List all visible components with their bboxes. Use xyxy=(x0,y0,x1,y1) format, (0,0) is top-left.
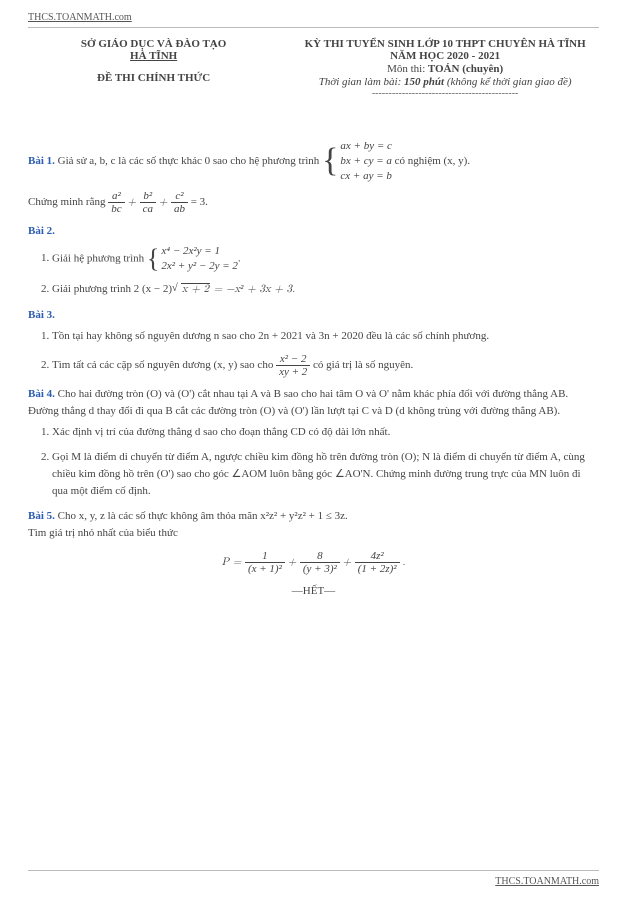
subject-label: Môn thi: xyxy=(387,63,425,75)
bai2-sys-l2: 2x² + y² − 2y = 2 xyxy=(161,259,238,274)
bai1-f3-den: ab xyxy=(171,203,188,215)
bai3-i2-a: Tìm tất cả các cặp số nguyên dương (x, y… xyxy=(52,359,276,371)
bai1-label: Bài 1. xyxy=(28,155,55,167)
bai5-text-a: Cho x, y, z là các số thực không âm thỏa… xyxy=(58,510,348,522)
content-body: Bài 1. Giả sử a, b, c là các số thực khá… xyxy=(28,139,599,600)
bai1-text-a: Giả sử a, b, c là các số thực khác 0 sao… xyxy=(58,155,322,167)
end-marker: —HẾT— xyxy=(28,583,599,600)
bai3-i2-b: có giá trị là số nguyên. xyxy=(313,359,413,371)
bai2-label: Bài 2. xyxy=(28,225,55,237)
bai2-list: Giải hệ phương trình { x⁴ − 2x²y = 1 2x²… xyxy=(52,244,599,299)
footer-rule xyxy=(28,870,599,871)
bai2-i1-b: . xyxy=(238,252,241,264)
bai1-f2-num: b² xyxy=(140,190,156,203)
site-header: THCS.TOANMATH.com xyxy=(28,12,599,23)
left-brace-icon: { xyxy=(322,139,340,184)
bai4-item-2: Gọi M là điểm di chuyển từ điểm A, ngược… xyxy=(52,449,599,500)
school-year: NĂM HỌC 2020 - 2021 xyxy=(291,50,599,62)
header-left: SỞ GIÁO DỤC VÀ ĐÀO TẠO HÀ TĨNH ĐỀ THI CH… xyxy=(28,38,279,99)
bai2-item-2: Giải phương trình 2 (x − 2) x + 2 = −x² … xyxy=(52,281,599,298)
bai2-i1-a: Giải hệ phương trình xyxy=(52,252,147,264)
bai-3: Bài 3. xyxy=(28,307,599,324)
bai5-f3-den: (1 + 2z)² xyxy=(355,563,400,575)
bai1-sys-l1: ax + by = c xyxy=(340,139,470,154)
bai2-item-1: Giải hệ phương trình { x⁴ − 2x²y = 1 2x²… xyxy=(52,244,599,274)
bai5-f3-num: 4z² xyxy=(355,550,400,563)
bai5-f1-num: 1 xyxy=(245,550,285,563)
bai1-concl-b: = 3. xyxy=(191,196,208,208)
duration-line: Thời gian làm bài: 150 phút (không kể th… xyxy=(291,76,599,88)
exam-title: KỲ THI TUYỂN SINH LỚP 10 THPT CHUYÊN HÀ … xyxy=(291,38,599,50)
bai4-item-1: Xác định vị trí của đường thẳng d sao ch… xyxy=(52,424,599,441)
left-brace-icon: { xyxy=(147,244,161,274)
province-line: HÀ TĨNH xyxy=(28,50,279,62)
bai-4: Bài 4. Cho hai đường tròn (O) và (O') cắ… xyxy=(28,386,599,420)
bai4-para: Cho hai đường tròn (O) và (O') cắt nhau … xyxy=(28,388,568,417)
bai5-label: Bài 5. xyxy=(28,510,55,522)
bai1-conclusion: Chứng minh rằng a²bc + b²ca + c²ab = 3. xyxy=(28,190,599,215)
bai2-i2-b: = −x² + 3x + 3. xyxy=(210,284,295,295)
bai3-f-num: x² − 2 xyxy=(276,353,310,366)
bai2-i2-a: Giải phương trình 2 (x − 2) xyxy=(52,283,175,295)
bai3-label: Bài 3. xyxy=(28,309,55,321)
bai5-equation: P = 1(x + 1)² + 8(y + 3)² + 4z²(1 + 2z)²… xyxy=(28,550,599,575)
bai1-system: { ax + by = c bx + cy = a có nghiệm (x, … xyxy=(322,139,470,184)
bai1-sys-l3: cx + ay = b xyxy=(340,169,470,184)
dash-line: ----------------------------------------… xyxy=(291,88,599,99)
bai1-f3-num: c² xyxy=(171,190,188,203)
bai3-f-den: xy + 2 xyxy=(276,366,310,378)
bai1-concl-a: Chứng minh rằng xyxy=(28,196,108,208)
header-right: KỲ THI TUYỂN SINH LỚP 10 THPT CHUYÊN HÀ … xyxy=(291,38,599,99)
bai2-sys-l1: x⁴ − 2x²y = 1 xyxy=(161,244,238,259)
duration-b: 150 phút xyxy=(404,76,444,88)
duration-a: Thời gian làm bài: xyxy=(319,76,404,88)
bai5-P: P = xyxy=(222,557,245,568)
bai3-item-2: Tìm tất cả các cặp số nguyên dương (x, y… xyxy=(52,353,599,378)
bai1-text-b: có nghiệm (x, y). xyxy=(392,155,470,167)
dept-line: SỞ GIÁO DỤC VÀ ĐÀO TẠO xyxy=(28,38,279,50)
subject-line: Môn thi: TOÁN (chuyên) xyxy=(291,63,599,75)
bai-5: Bài 5. Cho x, y, z là các số thực không … xyxy=(28,508,599,525)
bai5-f2-num: 8 xyxy=(300,550,340,563)
duration-c: (không kể thời gian giao đề) xyxy=(444,76,571,88)
bai3-list: Tồn tại hay không số nguyên dương n sao … xyxy=(52,328,599,378)
bai4-label: Bài 4. xyxy=(28,388,55,400)
bai5-f1-den: (x + 1)² xyxy=(245,563,285,575)
official-exam-line: ĐỀ THI CHÍNH THỨC xyxy=(28,72,279,84)
bai2-i2-rad: x + 2 xyxy=(181,283,210,295)
bai4-list: Xác định vị trí của đường thẳng d sao ch… xyxy=(52,424,599,500)
site-footer: THCS.TOANMATH.com xyxy=(495,876,599,887)
bai3-item-1: Tồn tại hay không số nguyên dương n sao … xyxy=(52,328,599,345)
bai1-f1-den: bc xyxy=(108,203,124,215)
bai5-text-b: Tìm giá trị nhỏ nhất của biểu thức xyxy=(28,525,599,542)
header-row-1: SỞ GIÁO DỤC VÀ ĐÀO TẠO HÀ TĨNH ĐỀ THI CH… xyxy=(28,38,599,99)
top-rule xyxy=(28,27,599,28)
bai1-f2-den: ca xyxy=(140,203,156,215)
bai1-sys-l2: bx + cy = a xyxy=(340,155,392,167)
bai-2: Bài 2. xyxy=(28,223,599,240)
bai1-f1-num: a² xyxy=(108,190,124,203)
bai5-f2-den: (y + 3)² xyxy=(300,563,340,575)
bai-1: Bài 1. Giả sử a, b, c là các số thực khá… xyxy=(28,139,599,184)
subject-value: TOÁN (chuyên) xyxy=(428,63,503,75)
